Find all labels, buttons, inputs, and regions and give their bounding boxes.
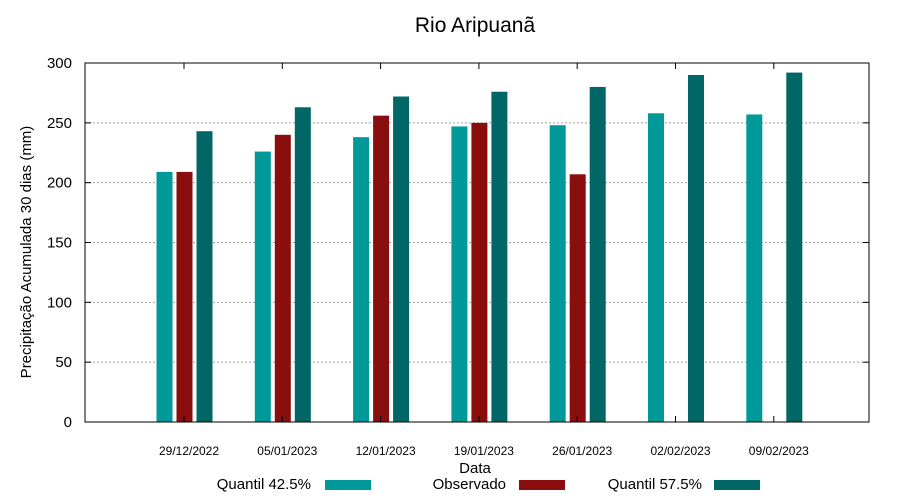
legend-label-0: Quantil 42.5% <box>217 476 311 493</box>
legend-swatch-1 <box>519 480 565 490</box>
x-axis-label: Data <box>459 460 491 477</box>
bar-0-3 <box>451 126 468 422</box>
y-axis-label: Precipitação Acumulada 30 dias (mm) <box>18 126 35 379</box>
x-tick-label: 09/02/2023 <box>749 444 809 458</box>
bar-1-1 <box>274 134 291 423</box>
bar-1-4 <box>569 174 586 422</box>
x-axis-ticks: 29/12/2022 05/01/2023 12/01/2023 19/01/2023… <box>159 63 809 458</box>
bar-2-3 <box>491 91 508 422</box>
legend-label-1: Observado <box>433 476 506 493</box>
y-tick-label: 200 <box>47 175 72 192</box>
bar-1-0 <box>176 171 193 422</box>
bar-0-6 <box>746 114 763 422</box>
y-axis-ticks: 0 50 100 150 200 250 300 <box>47 55 869 431</box>
legend-swatch-2 <box>714 480 760 490</box>
y-tick-label: 0 <box>64 414 72 431</box>
bar-2-6 <box>786 72 803 422</box>
bar-0-0 <box>156 171 173 422</box>
x-tick-label: 29/12/2022 <box>159 444 219 458</box>
legend: Quantil 42.5% Observado Quantil 57.5% <box>217 476 760 493</box>
bar-2-2 <box>393 96 410 423</box>
bar-2-0 <box>196 131 213 422</box>
bar-0-2 <box>353 137 370 422</box>
y-tick-label: 150 <box>47 235 72 252</box>
bar-1-2 <box>373 115 390 423</box>
y-tick-label: 50 <box>55 354 72 371</box>
y-tick-label: 250 <box>47 115 72 132</box>
y-tick-label: 300 <box>47 55 72 72</box>
y-tick-label: 100 <box>47 294 72 311</box>
bar-0-1 <box>254 151 271 422</box>
bar-2-5 <box>688 74 704 422</box>
bar-1-3 <box>471 122 488 422</box>
x-tick-label: 05/01/2023 <box>257 444 317 458</box>
x-tick-label: 26/01/2023 <box>552 444 612 458</box>
chart-title: Rio Aripuanã <box>415 14 536 37</box>
bar-2-1 <box>294 107 311 422</box>
bar-0-4 <box>549 125 566 422</box>
x-tick-label: 02/02/2023 <box>650 444 710 458</box>
bars <box>156 72 803 423</box>
legend-swatch-0 <box>325 480 371 490</box>
x-tick-label: 12/01/2023 <box>356 444 416 458</box>
legend-label-2: Quantil 57.5% <box>608 476 702 493</box>
bar-0-5 <box>648 113 664 422</box>
bar-2-4 <box>589 86 606 422</box>
x-tick-label: 19/01/2023 <box>454 444 514 458</box>
